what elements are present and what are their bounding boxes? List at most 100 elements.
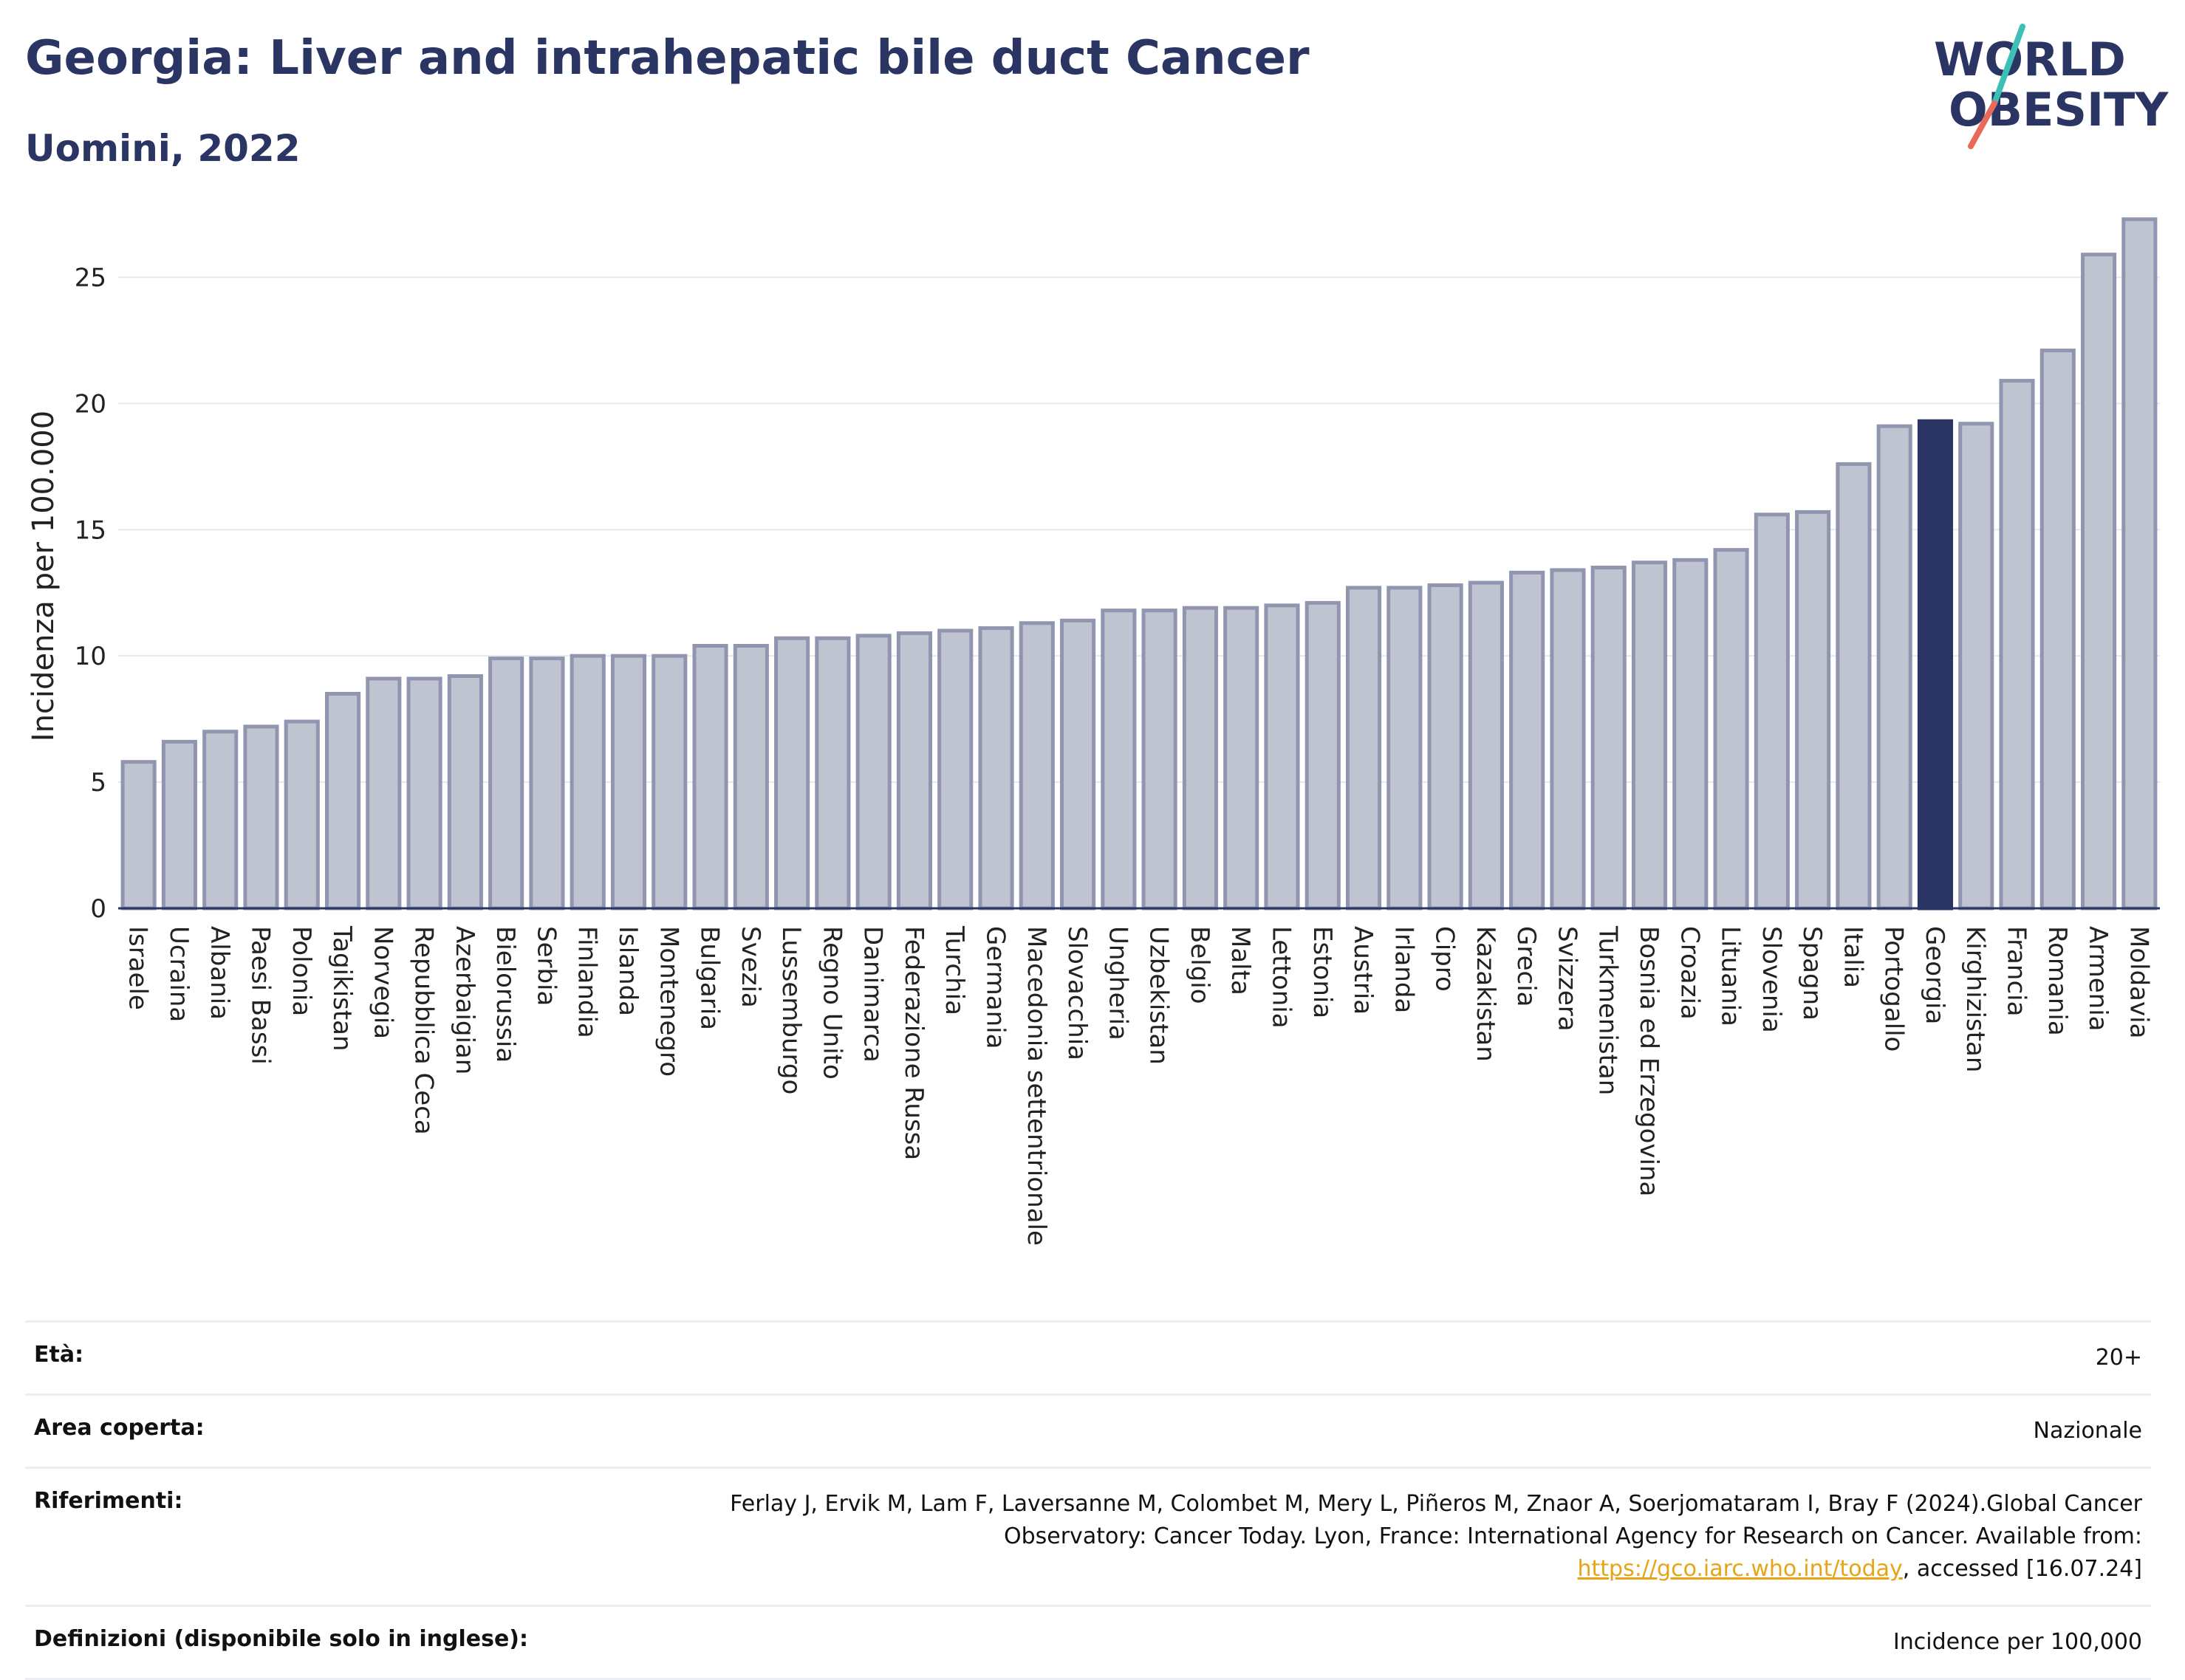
x-tick-label: Slovacchia: [1062, 926, 1092, 1060]
x-tick-label: Francia: [2002, 926, 2031, 1016]
info-row-references: Riferimenti: Ferlay J, Ervik M, Lam F, L…: [25, 1467, 2151, 1605]
bar: [1182, 606, 1218, 911]
x-tick-label: Austria: [1348, 926, 1378, 1015]
x-tick-label: Svezia: [736, 926, 765, 1008]
x-tick-label: Spagna: [1797, 926, 1827, 1021]
y-tick-label: 20: [75, 389, 106, 419]
bar: [447, 674, 483, 911]
x-tick-label: Irlanda: [1389, 926, 1418, 1013]
x-tick-label: Montenegro: [654, 926, 683, 1077]
bar-highlight: [1917, 419, 1954, 911]
x-axis-ticks: Israele Ucraina Albania Paesi Bassi Polonia T…: [123, 925, 2154, 1246]
bar: [1264, 603, 1300, 911]
chart-subtitle: Uomini, 2022: [25, 127, 301, 170]
x-tick-label: Danimarca: [858, 926, 888, 1063]
x-tick-label: Bosnia ed Erzegovina: [1634, 926, 1663, 1196]
x-tick-label: Regno Unito: [817, 926, 847, 1080]
x-tick-label: Armenia: [2083, 926, 2113, 1032]
bar: [733, 644, 769, 911]
x-tick-label: Norvegia: [368, 926, 397, 1039]
x-tick-label: Italia: [1838, 926, 1867, 988]
bar: [1754, 512, 1790, 911]
bar: [1468, 580, 1504, 911]
x-tick-label: Turchia: [940, 925, 969, 1015]
x-tick-label: Svizzera: [1552, 926, 1582, 1032]
bar: [1386, 586, 1423, 911]
bar: [2039, 349, 2076, 911]
bar: [978, 626, 1014, 911]
x-tick-label: Paesi Bassi: [245, 926, 275, 1065]
definitions-label: Definizioni (disponibile solo in inglese…: [34, 1626, 528, 1652]
x-tick-label: Repubblica Ceca: [409, 926, 439, 1135]
x-tick-label: Bielorussia: [490, 926, 520, 1063]
x-tick-label: Lituania: [1716, 926, 1745, 1026]
info-row-definitions: Definizioni (disponibile solo in inglese…: [25, 1605, 2151, 1680]
x-tick-label: Uzbekistan: [1144, 926, 1174, 1065]
bar: [1672, 558, 1709, 911]
bar: [1060, 618, 1096, 911]
bar: [1631, 560, 1668, 911]
area-label: Area coperta:: [34, 1415, 205, 1441]
bar: [774, 636, 810, 911]
y-axis-label: Incidenza per 100.000: [27, 411, 61, 741]
info-row-age: Età: 20+: [25, 1320, 2151, 1393]
x-tick-label: Portogallo: [1879, 926, 1909, 1052]
references-text-1: Ferlay J, Ervik M, Lam F, Laversanne M, …: [730, 1491, 2142, 1549]
x-tick-label: Belgio: [1185, 926, 1214, 1004]
logo-slash-top: [1991, 24, 2025, 106]
age-label: Età:: [34, 1342, 84, 1368]
x-tick-label: Georgia: [1920, 926, 1949, 1024]
x-tick-label: Tagikistan: [327, 925, 357, 1052]
bar: [1509, 570, 1545, 911]
bar: [1795, 510, 1831, 911]
bar: [570, 654, 606, 911]
x-tick-label: Romania: [2042, 926, 2072, 1036]
bar: [406, 676, 442, 911]
x-tick-label: Lussemburgo: [776, 926, 806, 1094]
x-tick-label: Estonia: [1307, 926, 1337, 1018]
bar: [1141, 608, 1177, 911]
bar: [1304, 600, 1341, 911]
bar: [896, 631, 933, 911]
bar: [1999, 379, 2035, 911]
bar: [652, 654, 688, 911]
info-table: Età: 20+ Area coperta: Nazionale Riferim…: [25, 1320, 2151, 1680]
x-tick-label: Federazione Russa: [899, 926, 929, 1160]
bar: [1427, 583, 1463, 911]
bars: [120, 217, 2158, 911]
logo-line2: OBESITY: [1949, 83, 2169, 137]
bar: [610, 654, 647, 911]
y-tick-label: 10: [75, 642, 106, 671]
bar: [488, 656, 524, 911]
area-value: Nazionale: [2033, 1418, 2142, 1444]
x-tick-label: Kirghizistan: [1960, 926, 1990, 1072]
bar: [120, 760, 157, 911]
x-tick-label: Slovenia: [1757, 926, 1786, 1033]
x-tick-label: Israele: [123, 926, 153, 1010]
bar: [202, 730, 239, 911]
x-tick-label: Finlandia: [572, 926, 602, 1038]
y-tick-label: 25: [75, 263, 106, 292]
x-tick-label: Malta: [1225, 926, 1255, 995]
x-tick-label: Kazakistan: [1471, 926, 1500, 1062]
y-axis-ticks: 0 5 10 15 20 25: [75, 263, 106, 924]
x-tick-label: Ucraina: [164, 926, 194, 1022]
references-link[interactable]: https://gco.iarc.who.int/today: [1577, 1556, 1903, 1582]
bar: [692, 644, 728, 911]
x-tick-label: Azerbaigian: [450, 926, 479, 1074]
bar: [815, 636, 851, 911]
references-label: Riferimenti:: [34, 1488, 183, 1514]
bar: [1223, 606, 1259, 911]
y-tick-label: 5: [90, 768, 106, 798]
bar: [284, 719, 320, 911]
x-tick-label: Islanda: [613, 926, 643, 1016]
bar: [1550, 568, 1586, 911]
bar: [1345, 586, 1382, 911]
bar: [937, 628, 974, 911]
definitions-value: Incidence per 100,000: [1892, 1629, 2142, 1655]
x-tick-label: Lettonia: [1266, 926, 1296, 1029]
references-text-2: , accessed [16.07.24]: [1902, 1556, 2142, 1582]
age-value: 20+: [2095, 1345, 2142, 1371]
bar-chart: 0 5 10 15 20 25 Israele Ucraina Albania Paesi Ba…: [27, 217, 2160, 1246]
x-tick-label: Turkmenistan: [1593, 925, 1623, 1095]
